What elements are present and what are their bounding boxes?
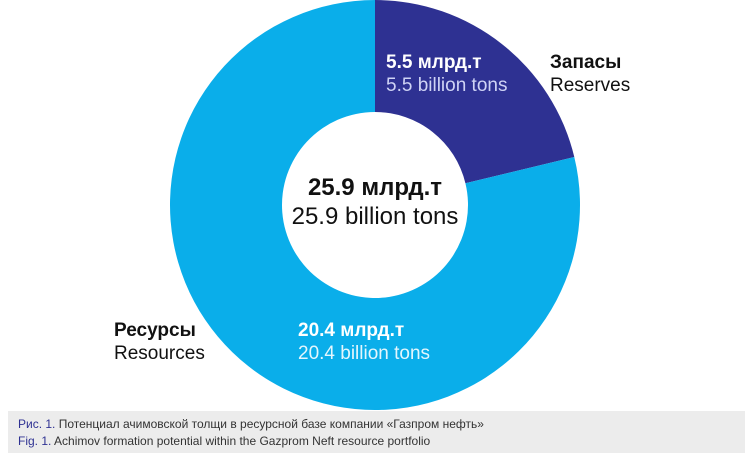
resources-label-en: Resources — [114, 342, 205, 364]
slice-resources — [170, 0, 580, 410]
donut-chart — [170, 0, 580, 410]
center-total-ru: 25.9 млрд.т — [307, 174, 443, 201]
reserves-value-en: 5.5 billion tons — [386, 74, 508, 96]
center-total-en: 25.9 billion tons — [291, 202, 459, 230]
resources-value-en: 20.4 billion tons — [298, 342, 431, 364]
caption-en-text: Achimov formation potential within the G… — [51, 434, 431, 448]
reserves-label-en: Reserves — [550, 74, 631, 96]
reserves-label-ru: Запасы — [550, 52, 622, 73]
figure-caption: Рис. 1. Потенциал ачимовской толщи в рес… — [8, 411, 745, 453]
caption-ru-lead: Рис. 1. — [18, 417, 56, 431]
resources-label-ru: Ресурсы — [114, 320, 196, 341]
caption-en-lead: Fig. 1. — [18, 434, 52, 448]
slice-reserves — [375, 0, 575, 184]
caption-ru-text: Потенциал ачимовской толщи в ресурсной б… — [55, 417, 484, 431]
resources-value-ru: 20.4 млрд.т — [298, 320, 405, 341]
reserves-value-ru: 5.5 млрд.т — [386, 52, 482, 73]
